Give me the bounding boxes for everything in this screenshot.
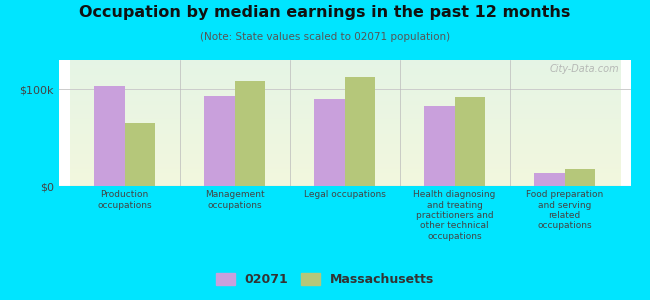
Legend: 02071, Massachusetts: 02071, Massachusetts	[211, 268, 439, 291]
Bar	[314, 99, 344, 186]
Text: City-Data.com: City-Data.com	[549, 64, 619, 74]
Bar	[534, 173, 564, 186]
Bar	[424, 106, 454, 186]
Text: (Note: State values scaled to 02071 population): (Note: State values scaled to 02071 popu…	[200, 32, 450, 41]
Bar	[94, 86, 125, 186]
Bar	[125, 123, 155, 186]
Text: Occupation by median earnings in the past 12 months: Occupation by median earnings in the pas…	[79, 4, 571, 20]
Bar	[564, 169, 595, 186]
Bar	[344, 77, 375, 186]
Bar	[203, 96, 235, 186]
Bar	[454, 97, 486, 186]
Bar	[235, 81, 265, 186]
